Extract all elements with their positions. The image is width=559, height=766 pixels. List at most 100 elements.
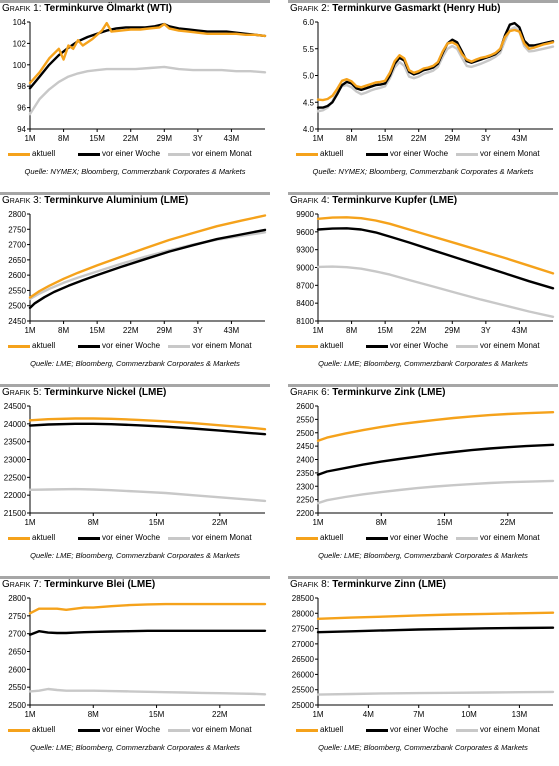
series-line-aktuell bbox=[28, 602, 267, 615]
y-tick-label: 8700 bbox=[296, 281, 314, 290]
chart-title-text: Terminkurve Kupfer (LME) bbox=[332, 195, 458, 206]
x-tick-label: 15M bbox=[377, 326, 393, 335]
title-rule bbox=[0, 192, 270, 195]
y-tick-label: 2650 bbox=[8, 256, 26, 265]
y-tick-label: 5.5 bbox=[303, 45, 315, 54]
y-tick-label: 2600 bbox=[8, 665, 26, 674]
chart-panel-gas: Grafik 2: Terminkurve Gasmarkt (Henry Hu… bbox=[288, 0, 559, 190]
chart-title-text: Terminkurve Zink (LME) bbox=[332, 387, 446, 398]
legend-label-woche: vor einer Woche bbox=[102, 149, 161, 158]
series-line-woche bbox=[28, 629, 267, 636]
series-line-monat bbox=[316, 690, 555, 696]
legend-swatch-woche bbox=[78, 729, 100, 732]
series-line-woche bbox=[28, 228, 267, 310]
y-tick-label: 4.5 bbox=[303, 98, 315, 107]
y-tick-label: 2200 bbox=[296, 509, 314, 518]
y-tick-label: 104 bbox=[13, 18, 27, 27]
y-tick-label: 2550 bbox=[8, 286, 26, 295]
y-tick-label: 2450 bbox=[296, 442, 314, 451]
legend-label-monat: vor einem Monat bbox=[192, 341, 252, 350]
chart-title: Grafik 3: Terminkurve Aluminium (LME) bbox=[2, 195, 188, 206]
x-tick-label: 1M bbox=[312, 710, 323, 719]
series-line-aktuell bbox=[316, 28, 555, 102]
x-tick-label: 22M bbox=[411, 134, 427, 143]
y-tick-label: 25500 bbox=[292, 686, 315, 695]
legend-swatch-woche bbox=[78, 153, 100, 156]
x-tick-label: 1M bbox=[24, 518, 35, 527]
chart-svg: 8100 8400 8700 9000 9300 9600 9900 1M 8M 15M 22M 29… bbox=[296, 210, 555, 335]
y-tick-label: 22500 bbox=[4, 473, 27, 482]
y-tick-label: 26000 bbox=[292, 670, 315, 679]
x-tick-label: 10M bbox=[461, 710, 477, 719]
title-rule bbox=[288, 576, 558, 579]
x-tick-label: 8M bbox=[88, 518, 99, 527]
legend-swatch-aktuell bbox=[296, 537, 318, 540]
legend-swatch-monat bbox=[168, 345, 190, 348]
chart-title: Grafik 6: Terminkurve Zink (LME) bbox=[290, 387, 445, 398]
x-tick-label: 13M bbox=[512, 710, 528, 719]
x-tick-label: 3Y bbox=[481, 134, 491, 143]
x-tick-label: 8M bbox=[88, 710, 99, 719]
legend-label-woche: vor einer Woche bbox=[102, 533, 161, 542]
legend-swatch-aktuell bbox=[8, 537, 30, 540]
chart-number: Grafik 2: bbox=[290, 3, 333, 14]
legend-swatch-woche bbox=[366, 345, 388, 348]
y-tick-label: 102 bbox=[13, 39, 27, 48]
legend-label-aktuell: aktuell bbox=[32, 341, 56, 350]
chart-svg: 25000 25500 26000 26500 27000 27500 28000 28500… bbox=[292, 594, 555, 719]
y-tick-label: 2400 bbox=[296, 456, 314, 465]
y-tick-label: 9300 bbox=[296, 246, 314, 255]
chart-title-text: Terminkurve Ölmarkt (WTI) bbox=[44, 3, 172, 14]
series-line-woche bbox=[316, 227, 555, 290]
series-line-woche bbox=[316, 626, 555, 634]
legend-swatch-woche bbox=[366, 729, 388, 732]
chart-panel-lead: Grafik 7: Terminkurve Blei (LME) 2500 2550… bbox=[0, 576, 277, 766]
y-tick-label: 9900 bbox=[296, 210, 314, 219]
y-tick-label: 4.0 bbox=[303, 125, 315, 134]
y-tick-label: 28500 bbox=[292, 594, 315, 603]
legend-swatch-aktuell bbox=[8, 345, 30, 348]
x-tick-label: 29M bbox=[445, 134, 461, 143]
x-tick-label: 1M bbox=[24, 326, 35, 335]
chart-panel-tin: Grafik 8: Terminkurve Zinn (LME) 25000 255… bbox=[288, 576, 559, 766]
legend-swatch-aktuell bbox=[296, 153, 318, 156]
legend-label-aktuell: aktuell bbox=[320, 149, 344, 158]
chart-title: Grafik 5: Terminkurve Nickel (LME) bbox=[2, 387, 166, 398]
series-line-woche bbox=[316, 21, 555, 109]
chart-source: Quelle: NYMEX; Bloomberg, Commerzbank Co… bbox=[24, 167, 246, 176]
chart-source: Quelle: LME; Bloomberg, Commerzbank Corp… bbox=[30, 743, 240, 752]
y-tick-label: 2300 bbox=[296, 482, 314, 491]
chart-title-text: Terminkurve Blei (LME) bbox=[44, 579, 156, 590]
y-tick-label: 25000 bbox=[292, 701, 315, 710]
chart-svg: 4.0 4.5 5.0 5.5 6.0 1M 8M 15M 22M 29M 3Y 43M bbox=[303, 18, 555, 143]
y-tick-label: 27000 bbox=[292, 640, 315, 649]
x-tick-label: 7M bbox=[413, 710, 424, 719]
legend-label-woche: vor einer Woche bbox=[390, 149, 449, 158]
legend-label-monat: vor einem Monat bbox=[192, 725, 252, 734]
legend-swatch-monat bbox=[456, 345, 478, 348]
series-line-aktuell bbox=[28, 214, 267, 299]
y-tick-label: 5.0 bbox=[303, 72, 315, 81]
y-tick-label: 23000 bbox=[4, 456, 27, 465]
title-rule bbox=[288, 0, 558, 3]
legend-swatch-woche bbox=[366, 537, 388, 540]
y-tick-label: 2600 bbox=[8, 271, 26, 280]
x-tick-label: 3Y bbox=[193, 134, 203, 143]
y-tick-label: 2550 bbox=[296, 415, 314, 424]
legend-label-aktuell: aktuell bbox=[32, 533, 56, 542]
chart-svg: 21500 22000 22500 23000 23500 24000 24500 1M 8M 1… bbox=[4, 402, 267, 527]
x-tick-label: 1M bbox=[24, 134, 35, 143]
x-tick-label: 8M bbox=[346, 134, 357, 143]
x-tick-label: 22M bbox=[212, 710, 228, 719]
chart-panel-zinc: Grafik 6: Terminkurve Zink (LME) 2200 2250… bbox=[288, 384, 559, 574]
title-rule bbox=[0, 0, 270, 3]
legend-swatch-aktuell bbox=[296, 729, 318, 732]
y-tick-label: 21500 bbox=[4, 509, 27, 518]
y-tick-label: 2500 bbox=[8, 302, 26, 311]
legend-swatch-woche bbox=[78, 537, 100, 540]
chart-source: Quelle: LME; Bloomberg, Commerzbank Corp… bbox=[318, 551, 528, 560]
y-tick-label: 8400 bbox=[296, 299, 314, 308]
x-tick-label: 22M bbox=[212, 518, 228, 527]
chart-title: Grafik 7: Terminkurve Blei (LME) bbox=[2, 579, 155, 590]
